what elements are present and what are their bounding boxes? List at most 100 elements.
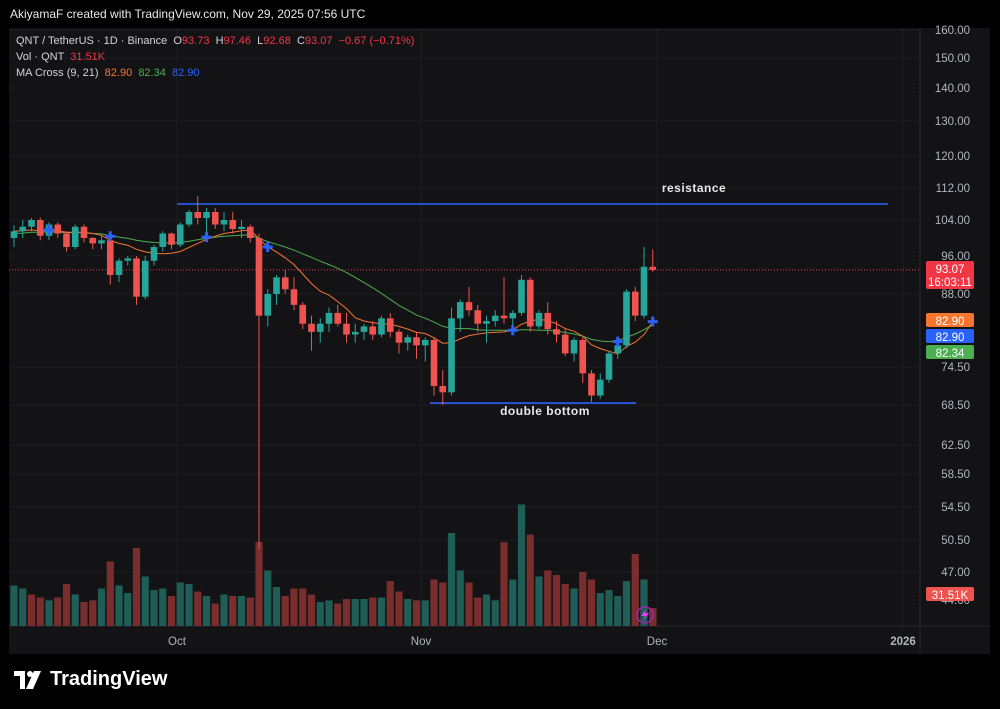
price-tick-label: 50.50 (941, 535, 970, 547)
volume-bar (316, 602, 324, 626)
price-tick-label: 140.00 (935, 83, 970, 95)
candle (421, 337, 429, 362)
candle (273, 275, 280, 305)
ma9-badge: 82.90 (926, 313, 974, 328)
price-tick-label: 47.00 (941, 567, 970, 579)
price-axis[interactable]: 160.00 150.00 140.00 130.00 120.00 112.00 104.… (935, 25, 970, 607)
volume-bar (605, 590, 613, 626)
volume-bar (509, 579, 517, 626)
candle (386, 312, 394, 338)
legend-l-label: L (257, 35, 264, 47)
price-tick-label: 74.50 (941, 362, 970, 374)
volume-bar (482, 594, 491, 626)
chart-pane[interactable] (9, 28, 990, 654)
candle-body (360, 326, 368, 332)
volume-bar (421, 600, 429, 626)
candlesticks (10, 196, 657, 550)
candle (596, 373, 604, 399)
price-tick-label: 160.00 (935, 25, 970, 37)
cross-marker (262, 242, 273, 252)
candle-body (273, 277, 280, 294)
candle (316, 318, 324, 343)
grid-lines (9, 28, 990, 654)
volume-bar (386, 581, 394, 626)
last-price-badge-bg (926, 261, 974, 289)
ma21-line (13, 231, 654, 343)
candle-body (115, 260, 123, 275)
volume-bar (150, 590, 158, 626)
cross-badge-bg (926, 329, 974, 343)
volume-bar (377, 597, 386, 626)
legend-symbol[interactable]: QNT / TetherUS · 1D · Binance (16, 35, 168, 47)
legend-volume-value: 31.51K (70, 51, 106, 63)
legend-change: −0.67 (−0.71%) (338, 35, 415, 47)
time-axis[interactable]: Oct Nov Dec 2026 (168, 636, 916, 648)
volume-bar (106, 561, 114, 626)
tradingview-logo[interactable]: TradingView (12, 668, 167, 691)
volume-bar (185, 584, 193, 626)
candle-body (596, 379, 604, 396)
candle-body (334, 312, 342, 324)
candle-body (491, 315, 499, 322)
candle (640, 247, 648, 319)
candle (176, 222, 184, 247)
candle (474, 304, 482, 332)
candle (526, 277, 534, 332)
candle (535, 310, 543, 330)
candle-body (378, 318, 385, 335)
volume-bar (54, 597, 62, 626)
volume-bar (334, 603, 342, 626)
candle-body (150, 247, 158, 261)
candle-body (106, 240, 114, 275)
candle (229, 212, 237, 234)
candle-body (465, 302, 473, 311)
cross-marker (612, 336, 623, 347)
volume-bar (10, 585, 18, 626)
candle-body (386, 318, 394, 332)
volume-bar (124, 593, 132, 626)
legend-close: 93.07 (304, 35, 333, 47)
candle-body (36, 220, 44, 236)
candle (168, 232, 175, 250)
candle (80, 224, 88, 243)
legend-ma-label[interactable]: MA Cross (9, 21) (16, 67, 99, 79)
legend-volume-label[interactable]: Vol · QNT (16, 51, 65, 63)
ma21-badge-text: 82.34 (936, 348, 965, 360)
lightning-icon[interactable] (636, 606, 654, 624)
candle (623, 289, 630, 349)
volume-bar (552, 575, 561, 626)
candle (54, 222, 62, 238)
tradingview-logo-icon (14, 670, 41, 689)
volume-bar (132, 548, 141, 626)
candle (631, 286, 639, 322)
candle-body (456, 302, 464, 319)
time-tick-label: 2026 (890, 636, 916, 648)
candle-body (483, 321, 490, 324)
legend-low: 92.68 (263, 35, 291, 47)
candle (544, 302, 552, 335)
volume-bar (299, 588, 307, 626)
legend-high: 97.46 (223, 35, 252, 47)
candle-body (623, 291, 630, 346)
candle-body (290, 289, 298, 305)
candle (448, 307, 455, 396)
candle (246, 224, 254, 243)
candle (456, 299, 464, 332)
volume-bar (465, 582, 473, 626)
top-credit-bar: AkiyamaF created with TradingView.com, N… (0, 0, 1000, 28)
chart-legend: QNT / TetherUS · 1D · Binance O93.73 H97… (16, 33, 414, 81)
candle-body (229, 220, 237, 229)
candle (281, 270, 289, 294)
candle-body (246, 226, 254, 238)
cross-marker (44, 224, 54, 235)
candle (19, 220, 27, 238)
volume-bar (369, 597, 377, 626)
candle-body (588, 373, 595, 396)
volume-bar (412, 600, 421, 626)
candle-body (526, 279, 534, 327)
candle-body (159, 233, 167, 247)
candle-body (509, 312, 517, 319)
candle (308, 315, 315, 351)
